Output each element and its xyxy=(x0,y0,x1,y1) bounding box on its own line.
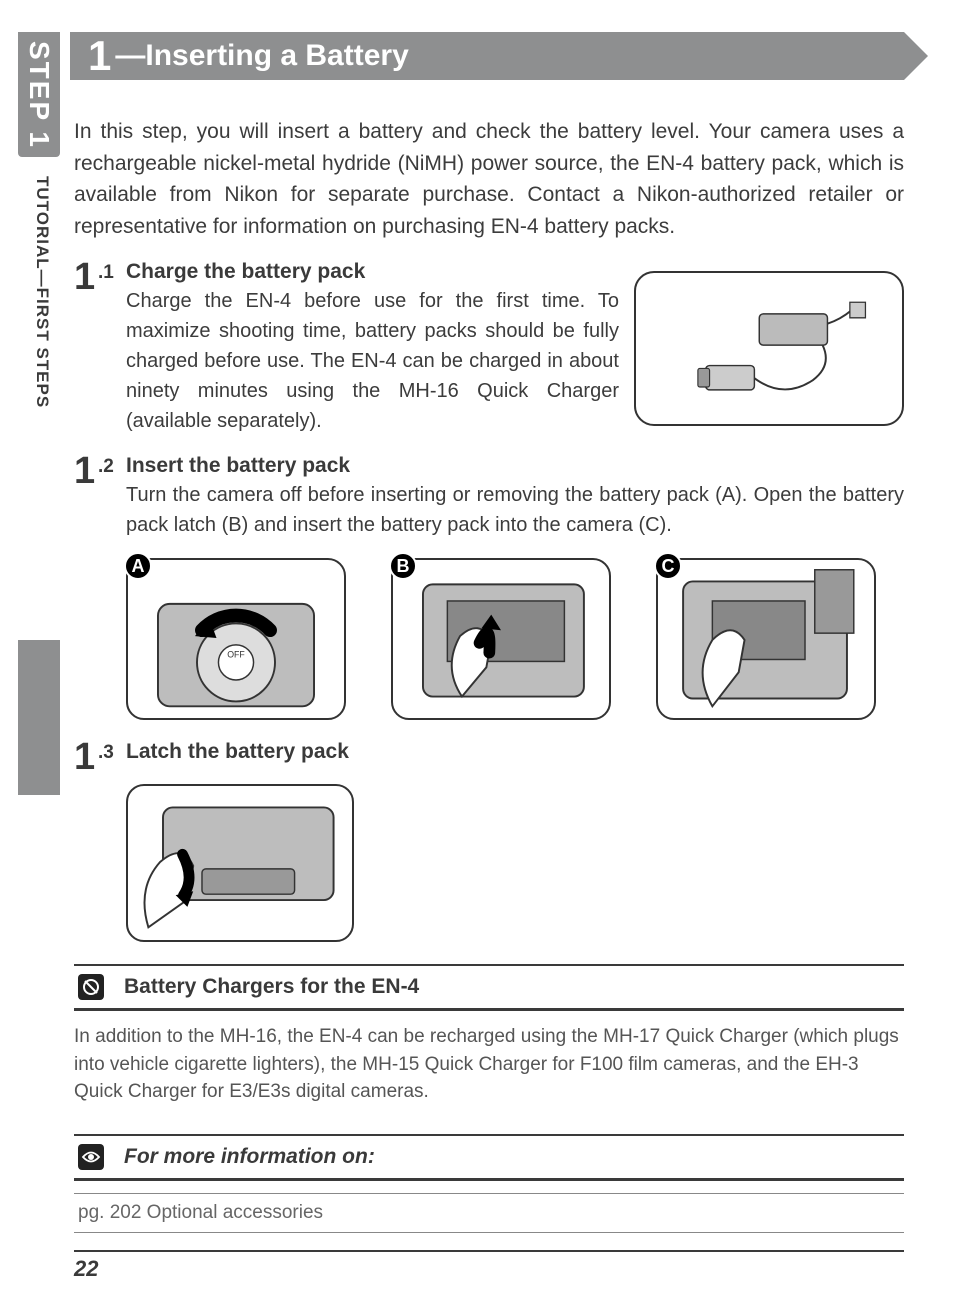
illustration-latch xyxy=(126,784,354,942)
sidebar-accent-bar xyxy=(18,640,60,795)
footer-rule xyxy=(74,1250,904,1252)
svg-text:OFF: OFF xyxy=(227,650,245,660)
main-content: In this step, you will insert a battery … xyxy=(74,116,904,1233)
illus-label-b: B xyxy=(389,552,417,580)
header-title: —Inserting a Battery xyxy=(115,39,408,73)
step-number: 1 xyxy=(74,454,98,540)
step-1-3: 1 .3 Latch the battery pack xyxy=(74,740,904,774)
step-number: 1 xyxy=(74,740,98,774)
page-header: 1 —Inserting a Battery xyxy=(70,32,904,80)
reference-line: pg. 202 Optional accessories xyxy=(74,1193,904,1233)
step-subnumber: .3 xyxy=(98,740,126,774)
step-title: Latch the battery pack xyxy=(126,740,904,764)
intro-paragraph: In this step, you will insert a battery … xyxy=(74,116,904,242)
page-number: 22 xyxy=(74,1256,98,1282)
step-subnumber: .2 xyxy=(98,454,126,540)
step-1-2: 1 .2 Insert the battery pack Turn the ca… xyxy=(74,454,904,540)
note-chargers-text: In addition to the MH-16, the EN-4 can b… xyxy=(74,1023,904,1106)
illustration-row: A OFF B C xyxy=(126,558,904,720)
step-title: Insert the battery pack xyxy=(126,454,904,478)
step-number: 1 xyxy=(74,260,98,436)
illustration-c: C xyxy=(656,558,876,720)
illustration-a: A OFF xyxy=(126,558,346,720)
note-chargers-header: Battery Chargers for the EN-4 xyxy=(74,964,904,1011)
eye-icon xyxy=(78,1144,104,1170)
sidebar-section-label: TUTORIAL—FIRST STEPS xyxy=(32,176,52,408)
step-tab: STEP 1 xyxy=(18,32,60,157)
note-moreinfo-header: For more information on: xyxy=(74,1134,904,1181)
header-number: 1 xyxy=(88,32,111,80)
step-text: Turn the camera off before inserting or … xyxy=(126,480,904,540)
note-moreinfo-title: For more information on: xyxy=(124,1145,375,1169)
charger-illustration xyxy=(634,271,904,426)
illustration-b: B xyxy=(391,558,611,720)
note-title: Battery Chargers for the EN-4 xyxy=(124,975,419,999)
note-icon xyxy=(78,974,104,1000)
illus-label-a: A xyxy=(124,552,152,580)
illus-label-c: C xyxy=(654,552,682,580)
step-subnumber: .1 xyxy=(98,260,126,436)
